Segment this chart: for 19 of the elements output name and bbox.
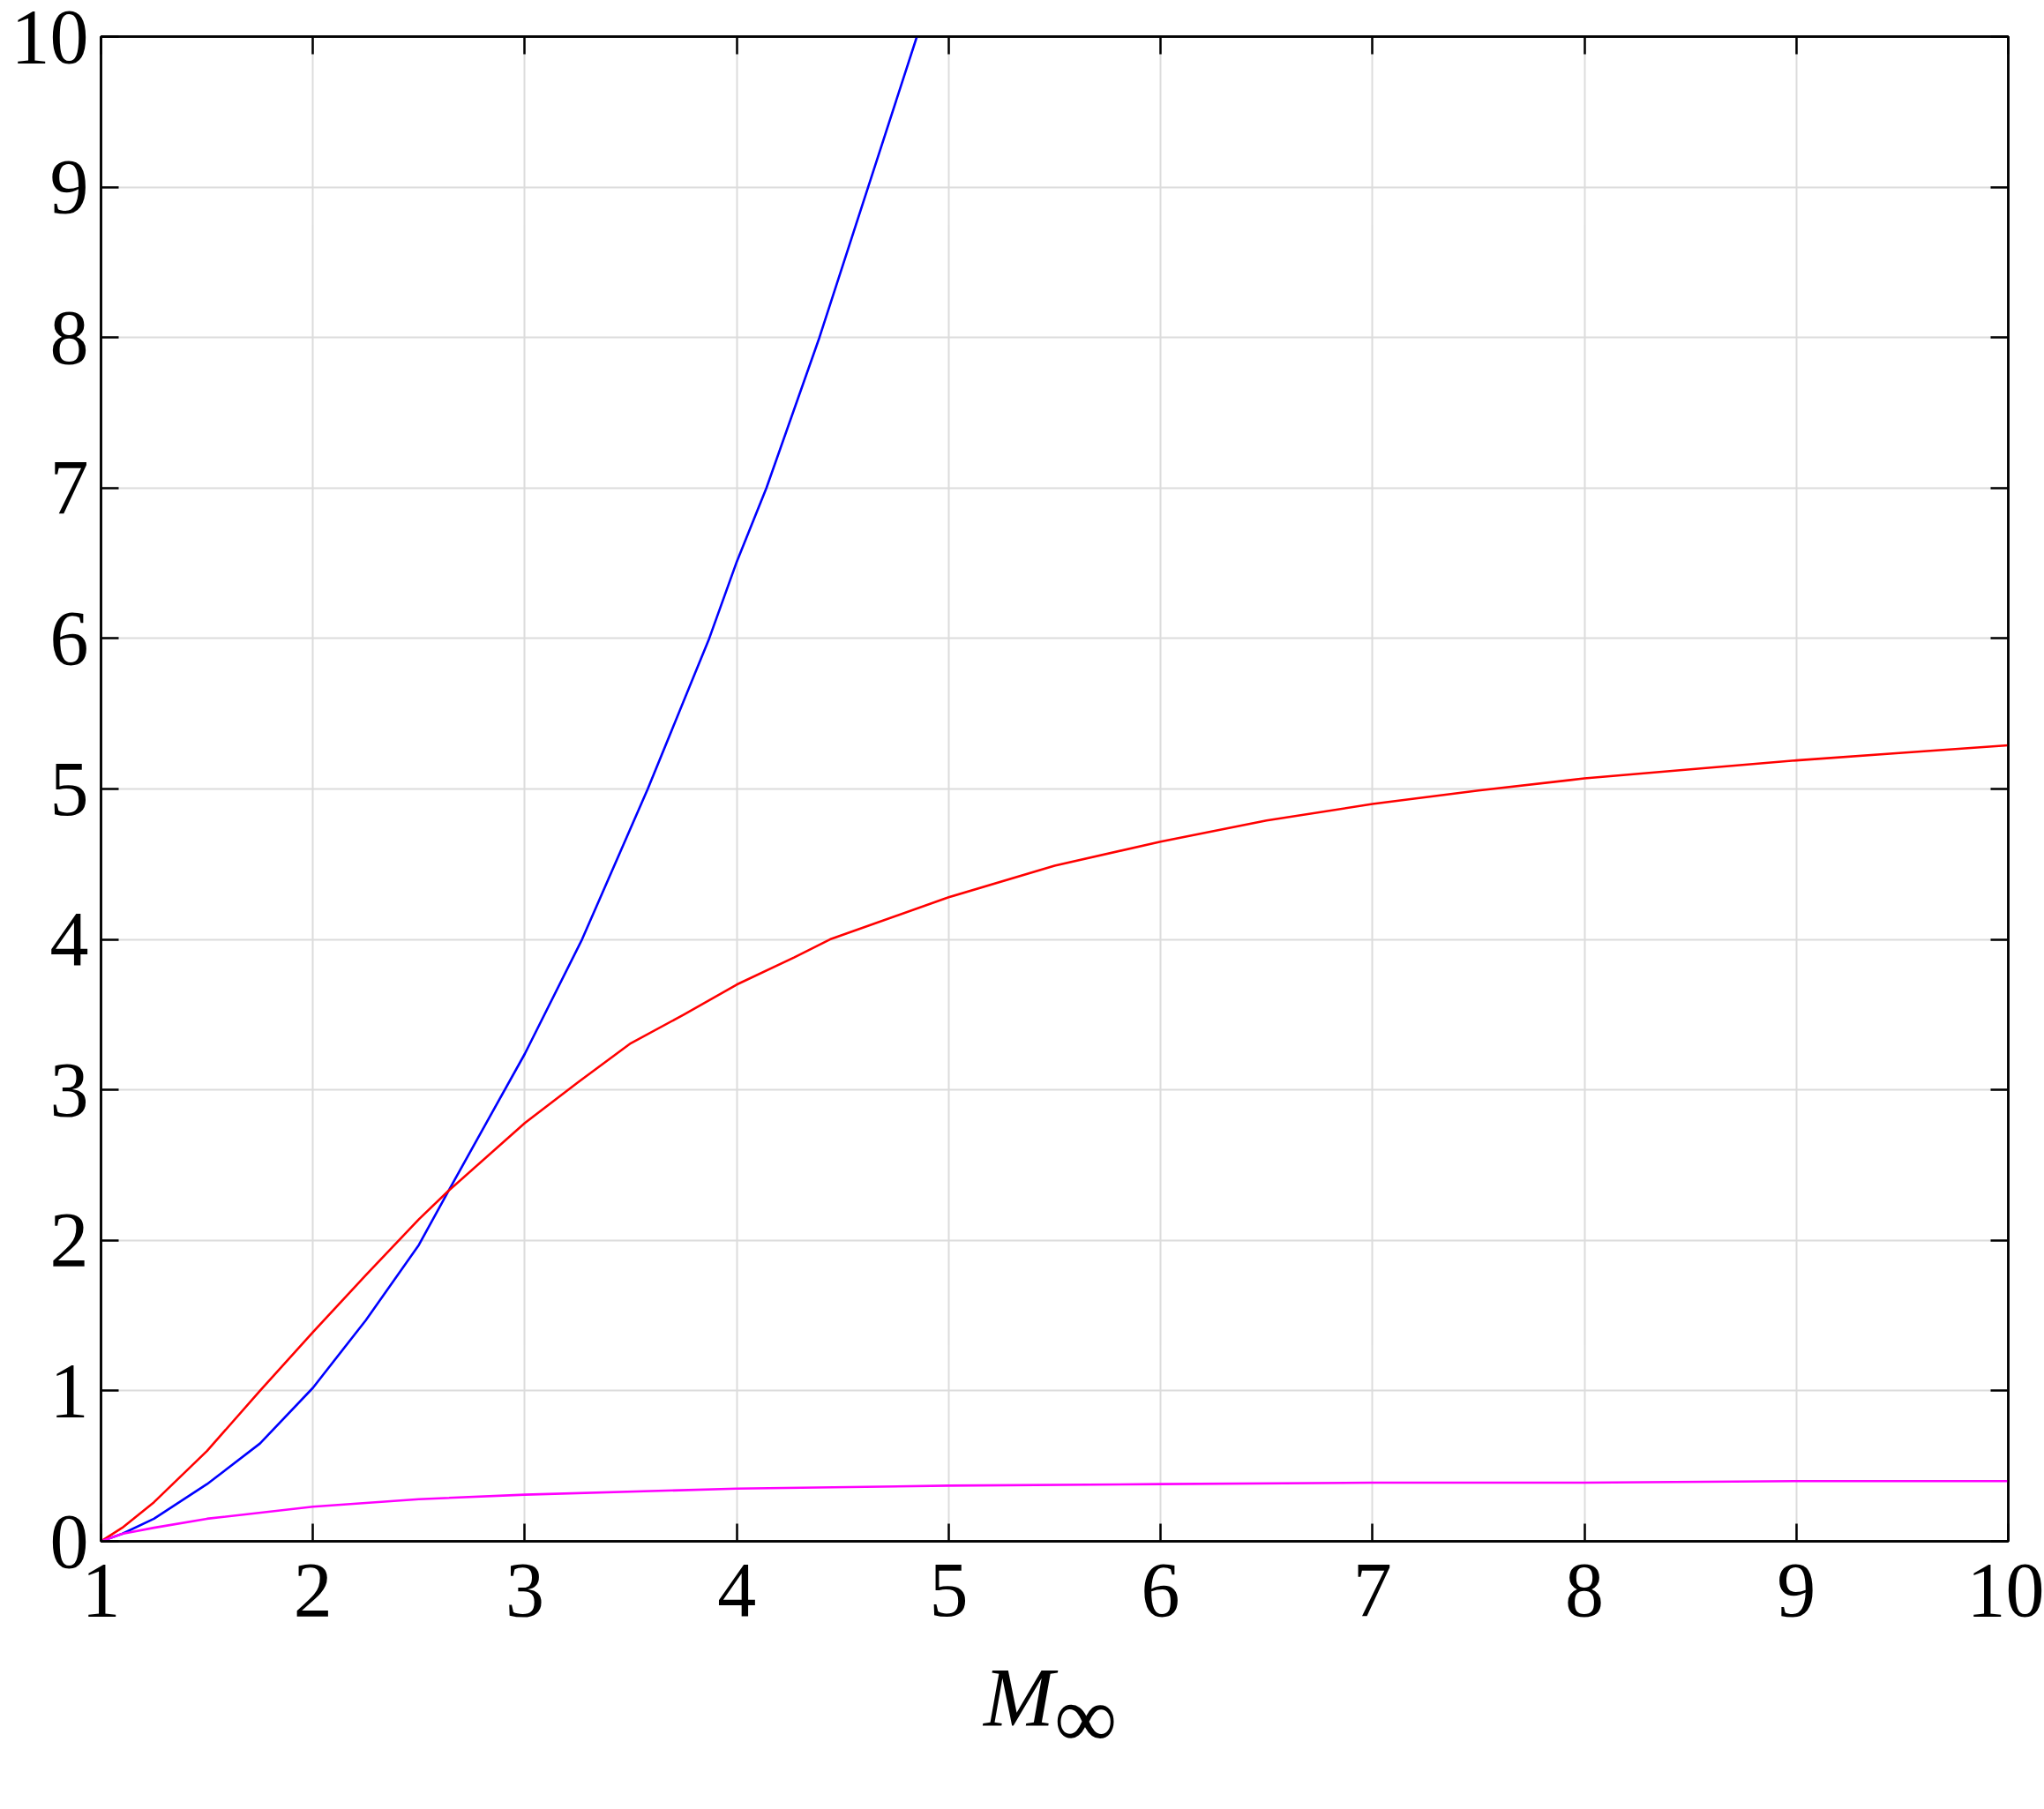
x-tick-label: 4 <box>717 1546 757 1633</box>
x-tick-label: 3 <box>505 1546 544 1633</box>
y-tick-label: 4 <box>49 896 89 983</box>
x-tick-label: 7 <box>1352 1546 1392 1633</box>
x-tick-label: 2 <box>293 1546 333 1633</box>
y-tick-label: 10 <box>11 0 89 79</box>
x-tick-label: 6 <box>1141 1546 1180 1633</box>
y-tick-label: 6 <box>49 594 89 681</box>
x-tick-label: 5 <box>929 1546 969 1633</box>
x-tick-label: 8 <box>1565 1546 1605 1633</box>
x-tick-label: 10 <box>1966 1546 2044 1633</box>
y-tick-label: 7 <box>49 445 89 531</box>
y-tick-label: 5 <box>49 745 89 832</box>
y-tick-label: 3 <box>49 1046 89 1132</box>
y-tick-label: 9 <box>49 144 89 230</box>
y-tick-label: 2 <box>49 1197 89 1283</box>
x-tick-label: 9 <box>1777 1546 1816 1633</box>
y-tick-label: 8 <box>49 294 89 380</box>
y-tick-label: 1 <box>49 1347 89 1433</box>
